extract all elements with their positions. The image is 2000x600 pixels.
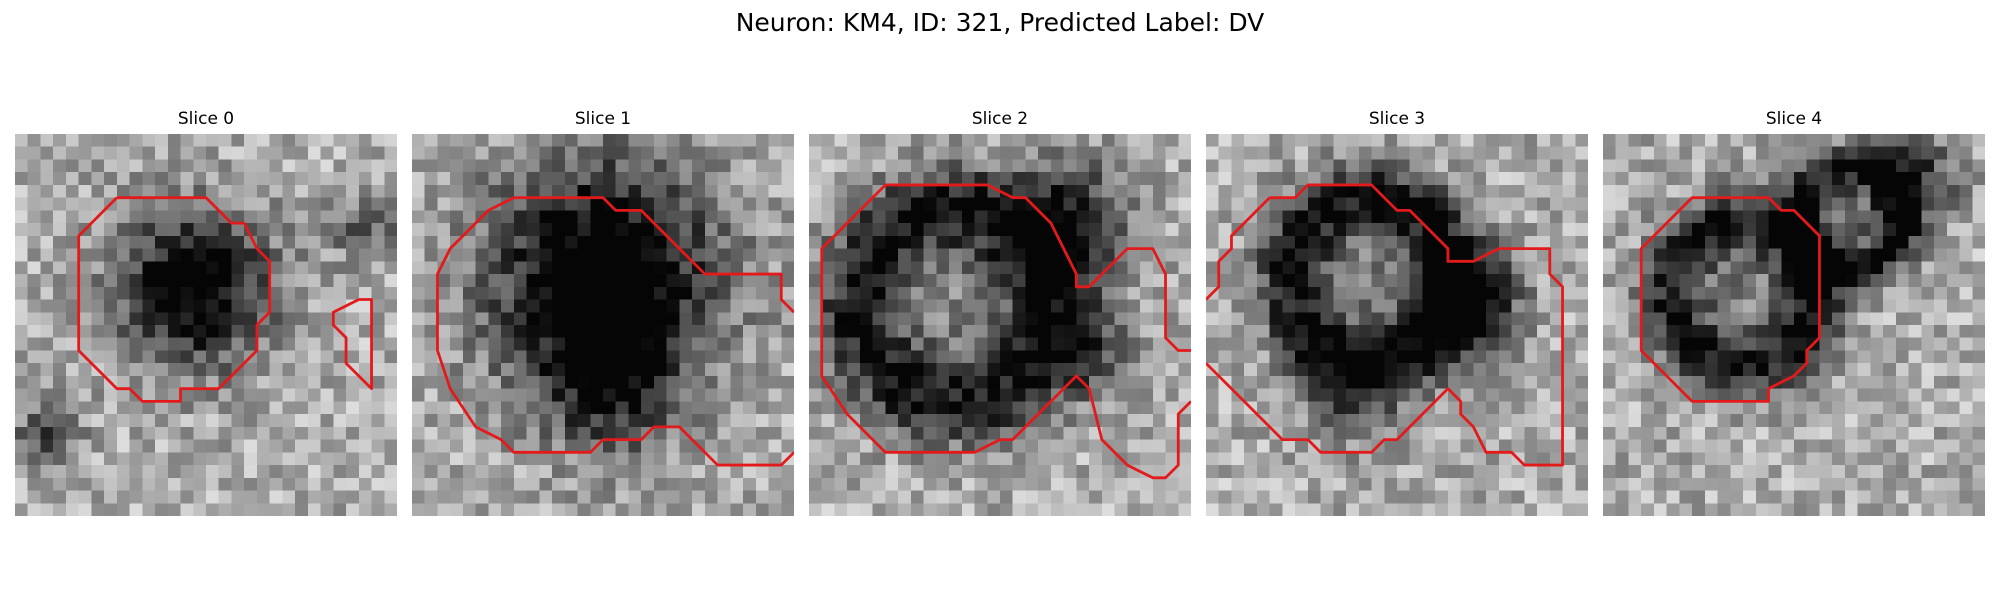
figure-title: Neuron: KM4, ID: 321, Predicted Label: D… xyxy=(735,8,1265,37)
segmentation-contour xyxy=(1639,196,1821,403)
pixel-grid xyxy=(1206,134,1588,516)
slice-title: Slice 4 xyxy=(1765,109,1823,129)
segmentation-contour xyxy=(1206,196,1271,301)
slice-title: Slice 2 xyxy=(971,109,1029,129)
segmentation-contour xyxy=(77,196,272,403)
slice-title: Slice 3 xyxy=(1368,109,1426,129)
segmentation-contour xyxy=(331,298,373,391)
segmentation-contour xyxy=(820,183,1191,480)
slice-image xyxy=(809,134,1191,516)
segmentation-contour xyxy=(436,196,794,467)
segmentation-contour xyxy=(1206,183,1564,467)
slice-image xyxy=(412,134,794,516)
pixel-grid xyxy=(1603,134,1985,516)
slice-image xyxy=(1206,134,1588,516)
segmentation-contour xyxy=(513,196,794,314)
slice-image xyxy=(15,134,397,516)
pixel-grid xyxy=(412,134,794,516)
slice-image xyxy=(1603,134,1985,516)
pixel-grid xyxy=(809,134,1191,516)
slice-title: Slice 1 xyxy=(574,109,632,129)
pixel-grid xyxy=(15,134,397,516)
segmentation-contour xyxy=(885,183,1191,352)
slice-title: Slice 0 xyxy=(177,109,235,129)
